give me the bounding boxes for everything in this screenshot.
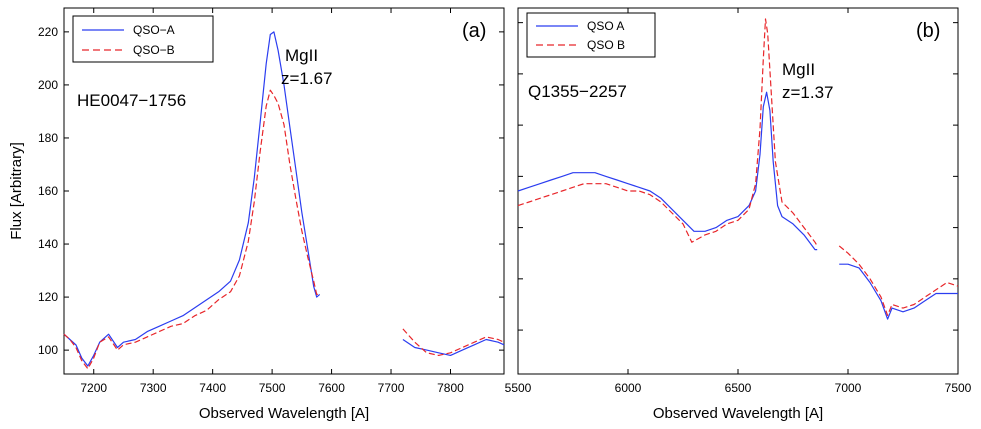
panel-b-line-label: MgII xyxy=(782,60,815,79)
panel-b-yticks xyxy=(518,22,958,331)
x-tick-label: 5500 xyxy=(505,381,532,395)
series-qso-a-line-segment-2 xyxy=(402,338,505,356)
y-tick-label: 100 xyxy=(38,343,58,357)
y-tick-label: 220 xyxy=(38,25,58,39)
panel-a: 7200 7300 7400 7500 7600 7700 7800 100 120 140 16… xyxy=(8,7,505,422)
legend-qso-b-label: QSO−B xyxy=(133,43,175,57)
panel-b-legend-qso-a-label: QSO A xyxy=(587,19,624,33)
panel-a-object-label: HE0047−1756 xyxy=(77,91,186,110)
panel-a-frame xyxy=(63,7,505,375)
x-tick-label: 7300 xyxy=(140,381,167,395)
y-tick-label: 160 xyxy=(38,184,58,198)
x-tick-label: 7500 xyxy=(945,381,972,395)
series-qso-a-line-segment-2 xyxy=(839,263,958,320)
panel-a-legend-box xyxy=(72,15,214,63)
panel-b-xticks: 5500 6000 6500 7000 7500 xyxy=(505,8,972,395)
x-tick-label: 7200 xyxy=(80,381,107,395)
x-tick-label: 7700 xyxy=(378,381,405,395)
legend-qso-a-label: QSO−A xyxy=(133,23,175,37)
panel-a-redshift-label: z=1.67 xyxy=(281,69,333,88)
panel-a-line-label: MgII xyxy=(285,46,318,65)
panel-a-plot xyxy=(63,31,505,370)
panel-a-xticks: 7200 7300 7400 7500 7600 7700 7800 xyxy=(80,8,464,395)
panel-a-legend: QSO−A QSO−B xyxy=(72,15,214,63)
x-tick-label: 7800 xyxy=(437,381,464,395)
series-qso-b-line-segment-1 xyxy=(517,18,818,247)
x-tick-label: 6000 xyxy=(615,381,642,395)
y-tick-label: 120 xyxy=(38,290,58,304)
panel-a-y-axis-label: Flux [Arbitrary] xyxy=(8,142,25,240)
series-qso-b-line-segment-1 xyxy=(63,89,320,370)
panel-b-frame xyxy=(517,7,959,375)
y-tick-label: 200 xyxy=(38,78,58,92)
y-tick-label: 180 xyxy=(38,131,58,145)
series-qso-b-line-segment-2 xyxy=(838,245,959,316)
panel-b-object-label: Q1355−2257 xyxy=(528,82,627,101)
x-tick-label: 7400 xyxy=(199,381,226,395)
panel-a-tag: (a) xyxy=(462,20,486,42)
panel-b: 5500 6000 6500 7000 7500 (b) Q1355−2257 MgII… xyxy=(505,7,972,422)
panel-b-legend-qso-b-label: QSO B xyxy=(587,38,625,52)
panel-a-x-axis-label: Observed Wavelength [A] xyxy=(199,405,369,422)
series-qso-b-line-segment-2 xyxy=(402,328,505,356)
panel-b-x-axis-label: Observed Wavelength [A] xyxy=(653,405,823,422)
panel-b-redshift-label: z=1.37 xyxy=(782,83,834,102)
panel-b-legend-box xyxy=(526,12,656,58)
panel-b-plot xyxy=(517,18,959,320)
series-qso-a-line-segment-1 xyxy=(517,91,818,251)
x-tick-label: 7600 xyxy=(318,381,345,395)
panel-b-legend: QSO A QSO B xyxy=(526,12,656,58)
y-tick-label: 140 xyxy=(38,237,58,251)
x-tick-label: 6500 xyxy=(725,381,752,395)
panel-b-tag: (b) xyxy=(916,20,940,42)
panel-a-yticks: 100 120 140 160 180 200 220 xyxy=(38,25,504,357)
x-tick-label: 7500 xyxy=(259,381,286,395)
x-tick-label: 7000 xyxy=(835,381,862,395)
